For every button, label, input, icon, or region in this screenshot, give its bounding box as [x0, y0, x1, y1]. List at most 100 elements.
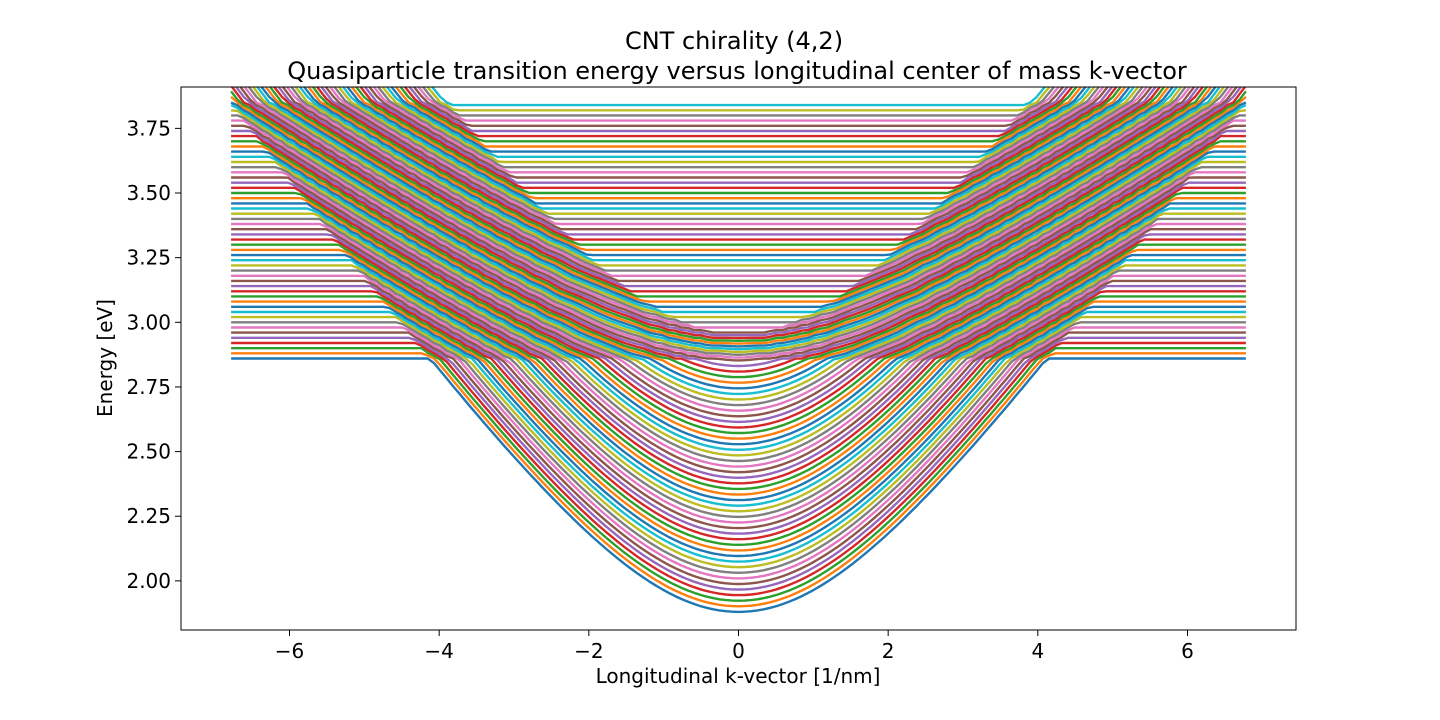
series-line: [231, 222, 1246, 468]
series-line: [231, 233, 1246, 479]
series-line: [234, 87, 1243, 337]
series-line: [333, 87, 1144, 221]
series-line: [417, 87, 1060, 122]
series-line: [230, 87, 1247, 340]
series-line: [367, 87, 1110, 179]
chart-subtitle: Quasiparticle transition energy versus l…: [287, 57, 1187, 85]
chart-title: CNT chirality (4,2): [625, 27, 843, 55]
x-tick-label: −4: [424, 639, 453, 663]
y-axis-label: Energy [eV]: [93, 299, 117, 417]
series-line: [399, 87, 1078, 143]
series-line: [298, 87, 1179, 262]
series-line: [341, 87, 1136, 210]
series-line: [290, 87, 1187, 272]
x-tick-label: −2: [574, 639, 603, 663]
series-line: [231, 274, 1246, 524]
y-tick-label: 2.75: [126, 375, 171, 399]
series-line: [363, 87, 1114, 184]
series-layer: [230, 87, 1247, 614]
series-line: [231, 197, 1246, 440]
series-line: [231, 186, 1246, 429]
series-line: [307, 87, 1170, 252]
series-line: [272, 87, 1205, 293]
series-line: [231, 352, 1246, 608]
series-line: [376, 87, 1101, 169]
series-line: [231, 207, 1246, 451]
series-line: [337, 87, 1140, 215]
series-line: [231, 212, 1246, 457]
series-line: [231, 150, 1246, 390]
series-line: [231, 347, 1246, 602]
series-line: [231, 140, 1246, 379]
x-tick-label: −6: [275, 639, 304, 663]
series-line: [311, 87, 1166, 246]
series-line: [294, 87, 1183, 267]
series-line: [230, 101, 1247, 348]
series-line: [231, 191, 1246, 435]
series-line: [381, 87, 1096, 164]
series-line: [239, 87, 1238, 334]
series-line: [231, 238, 1246, 485]
series-line: [260, 87, 1217, 308]
series-line: [231, 217, 1246, 463]
series-line: [268, 87, 1209, 298]
series-line: [231, 341, 1246, 597]
series-line: [320, 87, 1157, 236]
series-line: [231, 202, 1246, 446]
x-axis-label: Longitudinal k-vector [1/nm]: [596, 664, 881, 688]
series-line: [231, 176, 1246, 418]
series-line: [230, 109, 1247, 354]
series-line: [231, 114, 1246, 356]
series-line: [231, 321, 1246, 574]
x-tick-label: 6: [1181, 639, 1194, 663]
series-line: [285, 87, 1192, 277]
series-line: [372, 87, 1105, 174]
y-axis: 2.00 2.25 2.50 2.75 3.00 3.25 3.50 3.75: [126, 116, 181, 593]
series-line: [231, 129, 1246, 368]
series-line: [394, 87, 1083, 148]
series-line: [328, 87, 1149, 226]
series-line: [350, 87, 1127, 200]
series-line: [264, 87, 1213, 303]
series-line: [231, 269, 1246, 519]
series-line: [359, 87, 1118, 189]
series-line: [231, 119, 1246, 359]
series-line: [231, 160, 1246, 401]
series-line: [231, 315, 1246, 569]
series-line: [407, 87, 1070, 133]
x-axis: −6 −4 −2 0 2 4 6: [275, 630, 1194, 663]
series-line: [231, 124, 1246, 362]
series-line: [346, 87, 1131, 205]
series-line: [230, 104, 1247, 351]
y-tick-label: 3.75: [126, 116, 171, 140]
series-line: [231, 279, 1246, 530]
series-line: [231, 243, 1246, 491]
series-line: [390, 87, 1087, 153]
series-line: [277, 87, 1200, 288]
y-tick-label: 3.25: [126, 246, 171, 270]
series-line: [302, 87, 1175, 257]
series-line: [231, 248, 1246, 496]
series-line: [231, 181, 1246, 424]
series-line: [315, 87, 1162, 241]
y-tick-label: 3.00: [126, 310, 171, 334]
series-line: [231, 166, 1246, 407]
series-line: [412, 87, 1065, 127]
series-line: [231, 295, 1246, 546]
x-tick-label: 0: [732, 639, 745, 663]
series-line: [231, 253, 1246, 502]
y-tick-label: 2.25: [126, 504, 171, 528]
series-line: [231, 336, 1246, 591]
series-line: [251, 87, 1226, 319]
series-line: [385, 87, 1092, 158]
x-tick-label: 2: [882, 639, 895, 663]
series-line: [231, 171, 1246, 412]
series-line: [231, 357, 1246, 614]
series-line: [231, 310, 1246, 563]
y-tick-label: 3.50: [126, 181, 171, 205]
x-tick-label: 4: [1031, 639, 1044, 663]
series-line: [230, 95, 1247, 345]
series-line: [231, 326, 1246, 580]
series-line: [403, 87, 1074, 138]
